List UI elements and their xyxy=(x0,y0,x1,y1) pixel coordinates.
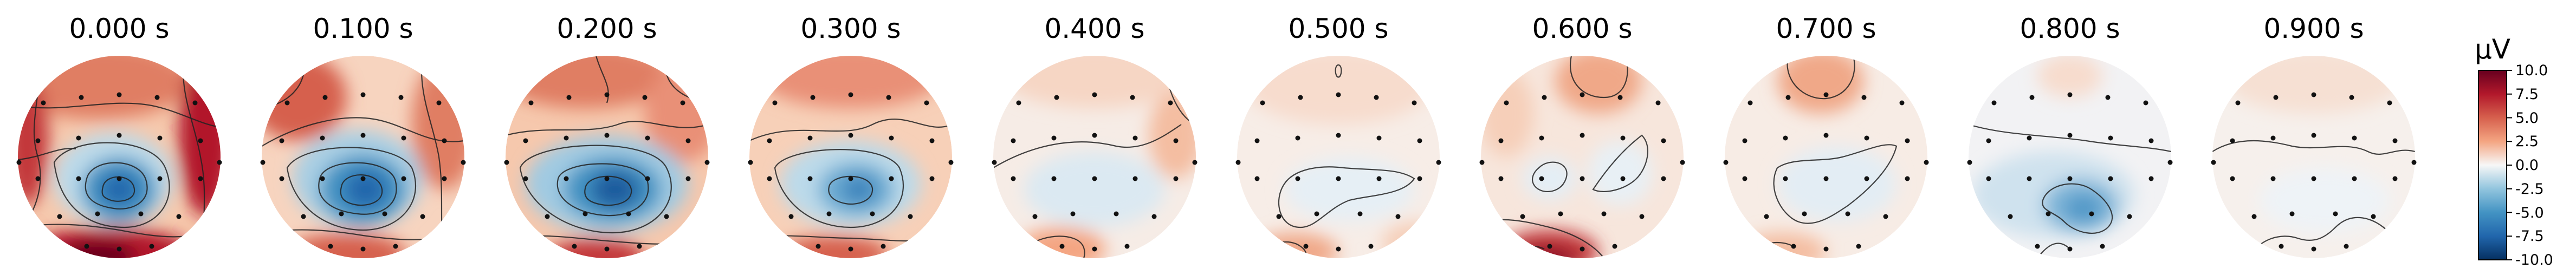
colorbar-gradient xyxy=(2478,70,2507,260)
topomap-title: 0.400 s xyxy=(1044,13,1144,44)
colorbar-tick-label: -7.5 xyxy=(2515,228,2544,245)
sensor-layout xyxy=(1235,92,1441,252)
topomap-5: 0.500 s xyxy=(1235,13,1441,258)
colorbar-tick-label: 7.5 xyxy=(2515,86,2539,103)
colorbar-tick-label: 5.0 xyxy=(2515,110,2539,127)
topomap-field xyxy=(262,56,464,258)
topomap-6: 0.600 s xyxy=(1479,13,1685,258)
topomap-field xyxy=(18,56,221,258)
topomap-title: 0.000 s xyxy=(69,13,169,44)
topomap-title: 0.600 s xyxy=(1532,13,1632,44)
topomap-field xyxy=(1481,56,1684,258)
topomap-field xyxy=(993,56,1196,258)
colorbar: µV 10.0 7.5 5.0 2.5 0.0 -2.5 -5.0 -7.5 -… xyxy=(2475,34,2553,269)
colorbar-ticks xyxy=(2507,70,2512,260)
topomap-1: 0.100 s xyxy=(260,13,466,258)
topomap-0: 0.000 s xyxy=(16,13,222,258)
sensor-layout xyxy=(2211,92,2417,252)
topomap-8: 0.800 s xyxy=(1967,13,2173,258)
topomap-title: 0.800 s xyxy=(2020,13,2120,44)
sensor-layout xyxy=(992,92,1198,252)
topomap-field xyxy=(1969,56,2171,258)
sensor-layout xyxy=(1967,92,2173,252)
sensor-layout xyxy=(748,92,954,252)
topomap-field xyxy=(2212,56,2415,258)
topomap-7: 0.700 s xyxy=(1723,13,1929,258)
topomap-field xyxy=(506,56,708,258)
topomap-3: 0.300 s xyxy=(748,13,954,258)
topomap-field xyxy=(1237,56,1440,258)
sensor-layout xyxy=(1479,92,1685,252)
colorbar-tick-label: -5.0 xyxy=(2515,205,2544,221)
colorbar-tick-label: 10.0 xyxy=(2515,62,2548,79)
topomap-title: 0.500 s xyxy=(1288,13,1388,44)
sensor-layout xyxy=(260,92,466,252)
sensor-layout xyxy=(16,92,222,252)
colorbar-tick-label: 2.5 xyxy=(2515,133,2539,150)
topomap-title: 0.100 s xyxy=(313,13,413,44)
topomap-4: 0.400 s xyxy=(992,13,1198,258)
colorbar-tick-label: 0.0 xyxy=(2515,157,2539,174)
topomap-title: 0.900 s xyxy=(2263,13,2364,44)
sensor-layout xyxy=(504,92,710,252)
topomap-field xyxy=(1725,56,1927,258)
colorbar-unit-label: µV xyxy=(2475,34,2510,65)
sensor-layout xyxy=(1723,92,1929,252)
topomap-title: 0.700 s xyxy=(1776,13,1876,44)
colorbar-tick-label: -10.0 xyxy=(2515,252,2553,269)
topomap-title: 0.300 s xyxy=(800,13,901,44)
topomap-title: 0.200 s xyxy=(556,13,657,44)
colorbar-tick-label: -2.5 xyxy=(2515,181,2544,198)
topomap-9: 0.900 s xyxy=(2211,13,2417,258)
topomap-2: 0.200 s xyxy=(504,13,710,258)
topomap-field xyxy=(749,56,952,258)
